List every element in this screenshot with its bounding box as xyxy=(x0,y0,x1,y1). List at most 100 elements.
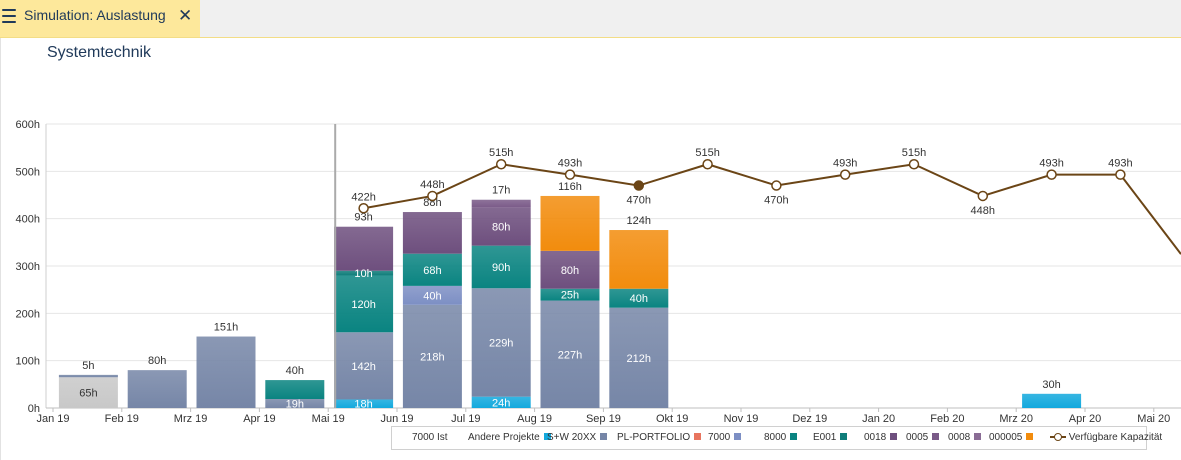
chart-legend: 7000 Ist Andere Projekte S+W 20XX PL-PORTFO… xyxy=(391,426,1162,450)
bar-segment[interactable] xyxy=(265,399,325,408)
bar-segment[interactable] xyxy=(334,275,394,333)
bar-segment[interactable] xyxy=(402,304,462,408)
hamburger-menu-icon[interactable] xyxy=(2,9,16,23)
bar-segment[interactable] xyxy=(402,212,462,254)
bar-segment[interactable] xyxy=(334,270,394,276)
bar-segment[interactable] xyxy=(471,199,531,208)
bar-segment[interactable] xyxy=(1022,393,1082,408)
legend-item[interactable]: 0008 xyxy=(948,432,982,443)
bar-total-label: 88h xyxy=(423,197,441,209)
legend-item[interactable]: 8000 xyxy=(764,432,798,443)
capacity-label: 470h xyxy=(627,195,651,207)
x-tick-label: Mrz 19 xyxy=(174,413,208,425)
bar-segment[interactable] xyxy=(540,195,600,251)
segment-label: 227h xyxy=(558,349,582,361)
capacity-point[interactable] xyxy=(839,169,851,180)
bar-total-label: 93h xyxy=(354,212,372,224)
legend-item[interactable]: 0005 xyxy=(906,432,940,443)
bar-segment[interactable] xyxy=(540,288,600,301)
legend-swatch xyxy=(890,433,898,440)
capacity-label: 493h xyxy=(833,158,857,170)
segment-label: 10h xyxy=(354,268,372,280)
legend-item[interactable]: 7000 xyxy=(708,432,742,443)
x-tick-label: Feb 19 xyxy=(105,413,139,425)
bar-segment[interactable] xyxy=(127,370,187,408)
capacity-point[interactable] xyxy=(771,180,782,191)
legend-item[interactable]: Verfügbare Kapazität xyxy=(1046,432,1162,443)
segment-label: 218h xyxy=(420,351,444,363)
x-tick-label: Aug 19 xyxy=(517,413,552,425)
legend-swatch xyxy=(932,433,940,440)
bar-segment[interactable] xyxy=(402,253,462,286)
segment-label: 18h xyxy=(354,399,372,411)
x-tick-label: Mai 20 xyxy=(1137,413,1170,425)
capacity-label: 515h xyxy=(902,147,926,159)
bar-segment[interactable] xyxy=(196,336,256,408)
bar-segment[interactable] xyxy=(471,288,531,397)
segment-label: 19h xyxy=(286,399,304,411)
capacity-point[interactable] xyxy=(358,203,369,214)
bar-total-label: 5h xyxy=(82,360,94,372)
legend-label: 0005 xyxy=(906,432,929,443)
segment-label: 40h xyxy=(423,290,441,302)
x-tick-label: Jan 20 xyxy=(862,413,895,425)
bar-segment[interactable] xyxy=(402,285,462,305)
legend-label: S+W 20XX xyxy=(547,432,597,443)
bar-segment[interactable] xyxy=(58,374,118,378)
close-icon[interactable]: ✕ xyxy=(178,6,193,25)
x-tick-label: Nov 19 xyxy=(724,413,759,425)
legend-label: 000005 xyxy=(989,432,1023,443)
bar-segment[interactable] xyxy=(540,300,600,408)
legend-item[interactable]: Andere Projekte xyxy=(468,432,551,443)
bar-segment[interactable] xyxy=(609,307,669,408)
legend-swatch xyxy=(974,433,982,440)
y-tick-label: 300h xyxy=(16,261,40,273)
capacity-point[interactable] xyxy=(495,158,507,170)
legend-item[interactable]: E001 xyxy=(813,432,848,443)
legend-item[interactable]: S+W 20XX xyxy=(547,432,608,443)
bar-segment[interactable] xyxy=(471,245,531,289)
bar-total-label: 151h xyxy=(214,322,238,334)
capacity-label: 470h xyxy=(764,195,788,207)
legend-swatch xyxy=(734,433,742,440)
bar-total-label: 80h xyxy=(148,355,166,367)
bar-segment[interactable] xyxy=(58,377,118,408)
capacity-point[interactable] xyxy=(908,158,920,170)
x-tick-label: Jun 19 xyxy=(380,413,413,425)
bar-segment[interactable] xyxy=(471,396,531,408)
legend-label: Andere Projekte xyxy=(468,432,540,443)
capacity-point[interactable] xyxy=(427,190,438,202)
segment-label: 25h xyxy=(561,290,579,302)
tab-simulation[interactable]: Simulation: Auslastung ✕ xyxy=(0,0,200,37)
legend-swatch xyxy=(600,433,608,440)
x-tick-label: Dez 19 xyxy=(792,413,827,425)
bar-segment[interactable] xyxy=(265,380,325,400)
bar-total-label: 124h xyxy=(627,215,651,227)
capacity-point[interactable] xyxy=(633,180,645,191)
y-tick-label: 200h xyxy=(16,308,40,320)
bar-segment[interactable] xyxy=(609,230,669,289)
legend-item[interactable]: PL-PORTFOLIO xyxy=(617,432,702,443)
capacity-point[interactable] xyxy=(1115,169,1126,180)
capacity-point[interactable] xyxy=(977,190,989,202)
segment-label: 65h xyxy=(79,388,97,400)
bar-segment[interactable] xyxy=(334,226,394,271)
bar-total-label: 116h xyxy=(558,181,582,193)
legend-line-swatch xyxy=(1050,433,1066,441)
capacity-point[interactable] xyxy=(564,169,576,180)
legend-item[interactable]: 000005 xyxy=(989,432,1034,443)
bar-segment[interactable] xyxy=(540,250,600,289)
capacity-point[interactable] xyxy=(1046,169,1057,180)
legend-item[interactable]: 7000 Ist xyxy=(412,432,448,443)
bar-segment[interactable] xyxy=(334,399,394,408)
capacity-label: 515h xyxy=(489,147,513,159)
legend-item[interactable]: 0018 xyxy=(864,432,898,443)
legend-label: PL-PORTFOLIO xyxy=(617,432,691,443)
bar-segment[interactable] xyxy=(334,332,394,400)
x-tick-label: Jan 19 xyxy=(36,413,69,425)
legend-swatch xyxy=(543,433,551,440)
capacity-point[interactable] xyxy=(702,158,713,170)
bar-segment[interactable] xyxy=(609,288,669,308)
x-tick-label: Mai 19 xyxy=(312,413,345,425)
bar-segment[interactable] xyxy=(471,207,531,246)
